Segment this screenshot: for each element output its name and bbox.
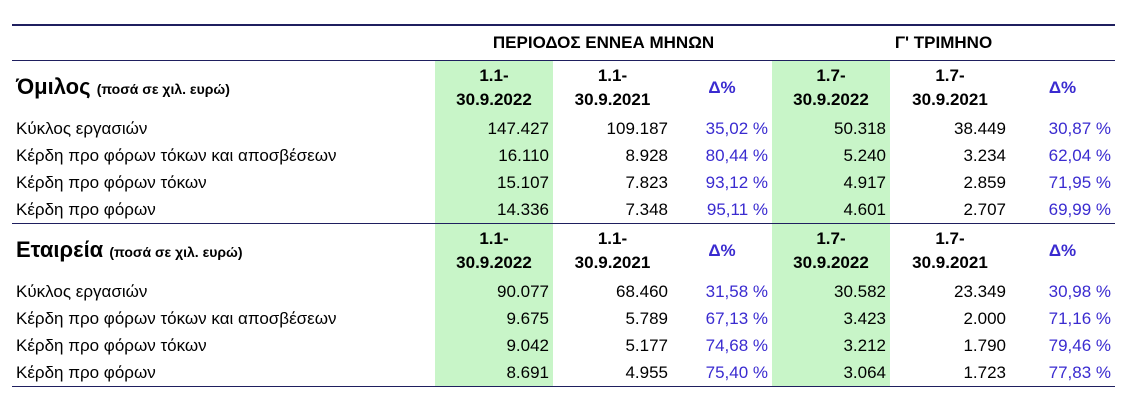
cell-value: 30,87 % bbox=[1048, 118, 1111, 138]
column-header: Δ% bbox=[1048, 78, 1077, 97]
section-note: (ποσά σε χιλ. ευρώ) bbox=[109, 244, 243, 260]
column-header: 1.7- 30.9.2022 bbox=[772, 60, 890, 115]
cell-value: 50.318 bbox=[772, 115, 890, 142]
cell-value: 77,83 % bbox=[1010, 359, 1115, 387]
section-name: Όμιλος bbox=[16, 74, 91, 99]
data-row: Κύκλος εργασιών 147.427 109.187 35,02 % 50.3… bbox=[12, 115, 1115, 142]
data-row: Κέρδη προ φόρων 14.336 7.348 95,11 % 4.601 2.… bbox=[12, 196, 1115, 224]
section-title: Εταιρεία (ποσά σε χιλ. ευρώ) bbox=[12, 223, 435, 278]
cell-value: 5.240 bbox=[772, 142, 890, 169]
data-row: Κέρδη προ φόρων τόκων 9.042 5.177 74,68 % 3.… bbox=[12, 332, 1115, 359]
column-header: 1.7- 30.9.2021 bbox=[912, 66, 988, 109]
row-label: Κύκλος εργασιών bbox=[16, 118, 148, 138]
cell-value: 5.177 bbox=[625, 335, 668, 355]
section-title: Όμιλος (ποσά σε χιλ. ευρώ) bbox=[12, 61, 435, 116]
cell-value: 71,95 % bbox=[1048, 172, 1111, 192]
cell-value: 3.212 bbox=[772, 332, 890, 359]
row-label: Κέρδη προ φόρων bbox=[16, 199, 156, 219]
cell-value: 7.348 bbox=[625, 199, 668, 219]
row-label: Κέρδη προ φόρων bbox=[12, 359, 435, 387]
section-note: (ποσά σε χιλ. ευρώ) bbox=[96, 81, 230, 97]
column-header: 1.1- 30.9.2021 bbox=[553, 223, 672, 278]
cell-value: 30,98 % bbox=[1048, 281, 1111, 301]
cell-value: 5.789 bbox=[625, 308, 668, 328]
cell-value: 4.955 bbox=[553, 359, 672, 387]
cell-value: 80,44 % bbox=[705, 145, 768, 165]
cell-value: 74,68 % bbox=[705, 335, 768, 355]
column-header: 1.1- 30.9.2022 bbox=[435, 223, 553, 278]
data-row: Κέρδη προ φόρων τόκων 15.107 7.823 93,12 % 4… bbox=[12, 169, 1115, 196]
cell-value: 4.601 bbox=[772, 196, 890, 224]
cell-value: 95,11 % bbox=[706, 199, 768, 219]
section-header-row: Όμιλος (ποσά σε χιλ. ευρώ) 1.1- 30.9.2022… bbox=[12, 60, 1115, 116]
data-row: Κέρδη προ φόρων τόκων και αποσβέσεων 9.67… bbox=[12, 305, 1115, 332]
cell-value: 30.582 bbox=[772, 278, 890, 305]
cell-value: 75,40 % bbox=[672, 359, 772, 387]
cell-value: 38.449 bbox=[954, 118, 1006, 138]
cell-value: 67,13 % bbox=[705, 308, 768, 328]
data-row: Κύκλος εργασιών 90.077 68.460 31,58 % 30.582… bbox=[12, 278, 1115, 305]
cell-value: 3.234 bbox=[963, 145, 1006, 165]
column-header: 1.7- 30.9.2022 bbox=[772, 223, 890, 278]
row-label: Κέρδη προ φόρων τόκων bbox=[16, 335, 207, 355]
column-header: Δ% bbox=[672, 223, 772, 278]
cell-value: 9.675 bbox=[435, 305, 553, 332]
table-body: ΠΕΡΙΟΔΟΣ ΕΝΝΕΑ ΜΗΝΩΝ Γ' ΤΡΙΜΗΝΟ Όμιλος (… bbox=[12, 24, 1115, 387]
cell-value: 79,46 % bbox=[1048, 335, 1111, 355]
cell-value: 1.790 bbox=[963, 335, 1006, 355]
cell-value: 90.077 bbox=[435, 278, 553, 305]
results-table: ΠΕΡΙΟΔΟΣ ΕΝΝΕΑ ΜΗΝΩΝ Γ' ΤΡΙΜΗΝΟ Όμιλος (… bbox=[12, 24, 1115, 387]
cell-value: 4.917 bbox=[772, 169, 890, 196]
cell-value: 147.427 bbox=[435, 115, 553, 142]
row-label: Κέρδη προ φόρων τόκων και αποσβέσεων bbox=[16, 308, 337, 328]
cell-value: 71,16 % bbox=[1048, 308, 1111, 328]
cell-value: 7.823 bbox=[625, 172, 668, 192]
data-row: Κέρδη προ φόρων τόκων και αποσβέσεων 16.1… bbox=[12, 142, 1115, 169]
cell-value: 68.460 bbox=[616, 281, 668, 301]
cell-value: 2.859 bbox=[963, 172, 1006, 192]
cell-value: 3.423 bbox=[772, 305, 890, 332]
column-header: Δ% bbox=[708, 78, 736, 97]
quarter-header: Γ' ΤΡΙΜΗΝΟ bbox=[772, 24, 1115, 61]
column-header: 1.1- 30.9.2021 bbox=[574, 66, 651, 109]
row-label: Κέρδη προ φόρων τόκων bbox=[16, 172, 207, 192]
row-label: Κύκλος εργασιών bbox=[16, 281, 148, 301]
cell-value: 9.042 bbox=[435, 332, 553, 359]
cell-value: 2.000 bbox=[963, 308, 1006, 328]
cell-value: 14.336 bbox=[435, 196, 553, 224]
period-header-row: ΠΕΡΙΟΔΟΣ ΕΝΝΕΑ ΜΗΝΩΝ Γ' ΤΡΙΜΗΝΟ bbox=[12, 24, 1115, 61]
cell-value: 23.349 bbox=[954, 281, 1006, 301]
section-header-row: Εταιρεία (ποσά σε χιλ. ευρώ) 1.1- 30.9.20… bbox=[12, 223, 1115, 278]
cell-value: 15.107 bbox=[435, 169, 553, 196]
column-header: Δ% bbox=[1010, 223, 1115, 278]
cell-value: 62,04 % bbox=[1048, 145, 1111, 165]
cell-value: 93,12 % bbox=[705, 172, 768, 192]
data-row: Κέρδη προ φόρων 8.691 4.955 75,40 % 3.064 1.7… bbox=[12, 359, 1115, 387]
cell-value: 1.723 bbox=[890, 359, 1010, 387]
empty-cell bbox=[12, 24, 435, 61]
cell-value: 8.928 bbox=[625, 145, 668, 165]
cell-value: 35,02 % bbox=[705, 118, 768, 138]
column-header: 1.1- 30.9.2022 bbox=[435, 60, 553, 115]
row-label: Κέρδη προ φόρων τόκων και αποσβέσεων bbox=[16, 145, 337, 165]
cell-value: 31,58 % bbox=[705, 281, 768, 301]
period-header: ΠΕΡΙΟΔΟΣ ΕΝΝΕΑ ΜΗΝΩΝ bbox=[435, 24, 772, 61]
cell-value: 16.110 bbox=[435, 142, 553, 169]
cell-value: 2.707 bbox=[963, 199, 1006, 219]
cell-value: 109.187 bbox=[606, 118, 668, 138]
column-header: 1.7- 30.9.2021 bbox=[890, 223, 1010, 278]
section-name: Εταιρεία bbox=[16, 237, 104, 262]
cell-value: 8.691 bbox=[435, 359, 553, 387]
cell-value: 69,99 % bbox=[1048, 199, 1111, 219]
cell-value: 3.064 bbox=[772, 359, 890, 387]
